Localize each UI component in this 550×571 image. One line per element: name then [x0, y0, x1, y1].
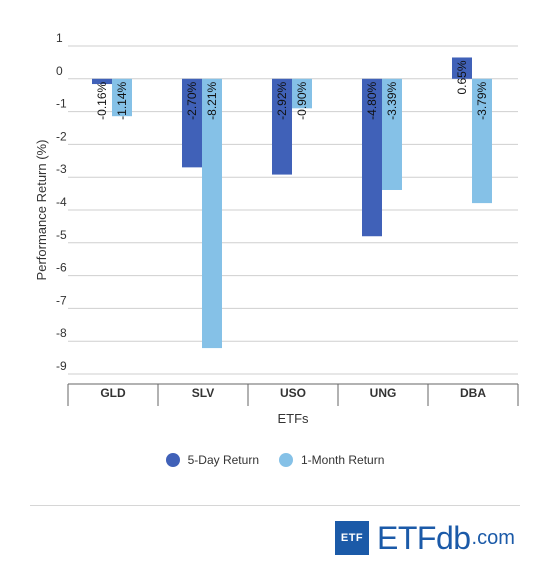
bar-1-month-return-ung: [382, 78, 402, 190]
legend-swatch-5-day: [165, 453, 180, 467]
y-axis-title: Performance Return (%): [34, 140, 49, 281]
bar-5-day-return-gld: [92, 78, 112, 85]
x-tick-label: GLD: [100, 386, 126, 400]
y-tick-label: -6: [56, 261, 67, 275]
y-tick-label: -5: [56, 228, 67, 242]
bar-chart: 1 0 -1 -2 -3 -4 -5 -6 -7 -8 -9 GLD SLV USO UNG DBA ETFs P…: [34, 31, 519, 426]
x-tick-label: UNG: [370, 386, 397, 400]
data-label: -4.80%: [365, 81, 379, 119]
data-label: -1.14%: [115, 81, 129, 119]
data-label: -0.90%: [295, 81, 309, 119]
footer-divider: [30, 505, 520, 506]
y-tick-label: -4: [56, 195, 67, 209]
data-label: -8.21%: [205, 81, 219, 119]
chart-legend: 5-Day Return 1-Month Return: [0, 453, 550, 467]
y-tick-label: -9: [56, 359, 67, 373]
logo-box: ETF: [335, 521, 369, 555]
logo-text: ETFdb: [377, 520, 471, 556]
legend-label-5-day: 5-Day Return: [187, 453, 259, 467]
data-label: 0.65%: [455, 60, 469, 94]
bar-1-month-return-slv: [202, 78, 222, 349]
data-label: -0.16%: [95, 81, 109, 119]
bar-1-month-return-gld: [112, 78, 132, 117]
legend-item-5-day[interactable]: 5-Day Return: [165, 453, 259, 467]
x-tick-label: USO: [280, 386, 306, 400]
x-tick-label: DBA: [460, 386, 486, 400]
data-label: -3.79%: [475, 81, 489, 119]
etfdb-logo: ETF ETFdb .com: [335, 521, 515, 555]
y-tick-label: -3: [56, 162, 67, 176]
legend-label-1-month: 1-Month Return: [301, 453, 385, 467]
x-tick-label: SLV: [192, 386, 214, 400]
bar-5-day-return-dba: [452, 57, 472, 79]
bar-5-day-return-slv: [182, 78, 202, 168]
y-tick-label: -8: [56, 326, 67, 340]
logo-dotcom: .com: [471, 527, 515, 549]
legend-item-1-month[interactable]: 1-Month Return: [279, 453, 384, 467]
y-tick-label: -2: [56, 129, 67, 143]
y-tick-label: 0: [56, 64, 63, 78]
bar-1-month-return-dba: [472, 78, 492, 204]
y-tick-label: -1: [56, 97, 67, 111]
data-label: -2.70%: [185, 81, 199, 119]
x-axis-title: ETFs: [277, 411, 309, 426]
bar-5-day-return-ung: [362, 78, 382, 237]
legend-swatch-1-month: [279, 453, 293, 467]
y-tick-label: 1: [56, 31, 63, 45]
bar-1-month-return-uso: [292, 78, 312, 109]
data-label: -2.92%: [275, 81, 289, 119]
data-label: -3.39%: [385, 81, 399, 119]
bar-5-day-return-uso: [272, 78, 292, 175]
y-tick-label: -7: [56, 293, 67, 307]
